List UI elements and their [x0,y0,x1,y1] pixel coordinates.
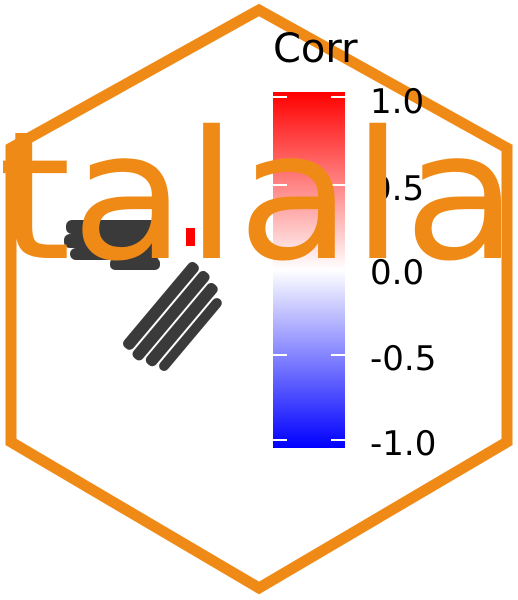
legend-tick-label: 0.0 [370,253,424,293]
legend-tick-label: 1.0 [370,82,424,122]
row-labels-cluster [64,220,168,270]
logo-wordmark: talala [0,93,518,300]
column-labels-cluster [123,261,222,371]
legend-tick-label: -1.0 [370,424,436,464]
hexagon-border [5,3,513,595]
legend-tick-label: 0.5 [370,169,424,209]
legend-tick-marks [273,96,345,441]
correlation-cell [186,228,195,246]
correlation-plot [64,220,222,371]
legend-tick-label: -0.5 [370,339,436,379]
legend-title: Corr [273,26,358,72]
